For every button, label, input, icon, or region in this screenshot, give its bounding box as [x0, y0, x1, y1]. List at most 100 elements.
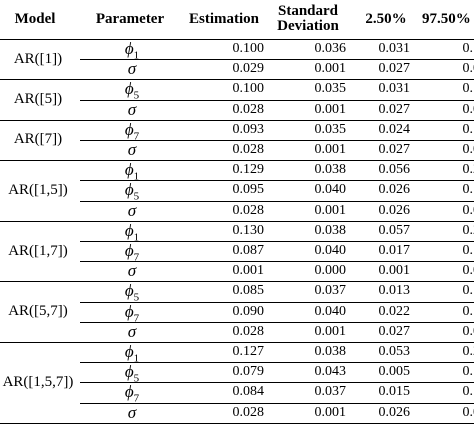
- model-name: AR([7]): [13, 131, 63, 148]
- upper-quantile-value: 0.170: [462, 81, 474, 97]
- sd-value: 0.001: [314, 101, 347, 117]
- sd-value: 0.037: [314, 384, 347, 400]
- sd-value: 0.040: [314, 182, 347, 198]
- table-row: σ 0.028 0.001 0.026 0.029: [0, 403, 474, 423]
- parameter-lag: 1: [133, 352, 140, 365]
- table-row: σ 0.028 0.001 0.027 0.030: [0, 100, 474, 120]
- lower-quantile-value: 0.027: [378, 61, 411, 77]
- parameter-letter: ϕ: [124, 342, 134, 361]
- lower-quantile-value: 0.013: [378, 283, 411, 299]
- parameter-lag: 5: [133, 291, 140, 304]
- header-upper-quantile: 97.50%: [422, 10, 471, 27]
- upper-quantile-value: 0.203: [462, 162, 474, 178]
- lower-quantile-value: 0.027: [378, 101, 411, 117]
- upper-quantile-value: 0.029: [462, 404, 474, 420]
- parameter-lag: 5: [133, 89, 140, 102]
- row-divider: [80, 99, 474, 101]
- parameter-symbol: ϕ1: [82, 220, 182, 244]
- lower-quantile-value: 0.015: [378, 384, 411, 400]
- parameter-letter: ϕ: [124, 301, 134, 321]
- sd-value: 0.040: [314, 303, 347, 319]
- parameter-lag: 1: [133, 231, 140, 244]
- group-divider: [0, 79, 474, 81]
- upper-quantile-value: 0.172: [462, 41, 474, 56]
- sd-value: 0.001: [314, 61, 347, 77]
- sd-value: 0.038: [314, 222, 347, 238]
- parameter-letter: σ: [127, 200, 137, 220]
- table-row: σ 0.001 0.000 0.001 0.001: [0, 261, 474, 281]
- table-row: σ 0.028 0.001 0.027 0.030: [0, 140, 474, 160]
- estimation-value: 0.100: [232, 81, 265, 97]
- parameter-letter: ϕ: [124, 180, 134, 200]
- parameter-letter: ϕ: [124, 220, 134, 240]
- estimation-value: 0.085: [232, 283, 265, 299]
- group-divider: [0, 119, 474, 121]
- lower-quantile-value: 0.027: [378, 323, 411, 339]
- parameter-letter: σ: [127, 261, 137, 281]
- estimation-value: 0.001: [232, 263, 265, 279]
- lower-quantile-value: 0.022: [378, 303, 411, 319]
- parameter-letter: σ: [127, 139, 137, 159]
- row-divider: [80, 321, 474, 323]
- header-parameter: Parameter: [95, 10, 165, 27]
- row-divider: [80, 362, 474, 364]
- upper-quantile-value: 0.001: [462, 263, 474, 279]
- sd-value: 0.001: [314, 141, 347, 157]
- parameter-symbol: ϕ1: [82, 160, 182, 182]
- parameter-symbol: σ: [82, 261, 182, 281]
- table-row: ϕ1 0.100 0.036 0.031 0.172: [0, 39, 474, 61]
- parameter-letter: ϕ: [124, 382, 134, 402]
- model-name: AR([5,7]): [8, 303, 68, 320]
- row-divider: [80, 240, 474, 242]
- estimation-value: 0.087: [232, 242, 265, 258]
- group-divider: [0, 422, 474, 424]
- table-row: ϕ5 0.079 0.043 0.005 0.156: [0, 362, 474, 384]
- table-row: ϕ7 0.093 0.035 0.024 0.163: [0, 120, 474, 142]
- parameter-symbol: ϕ5: [82, 79, 182, 102]
- parameter-letter: σ: [127, 59, 137, 79]
- sd-value: 0.038: [314, 344, 347, 359]
- upper-quantile-value: 0.030: [462, 101, 474, 117]
- lower-quantile-value: 0.001: [378, 263, 411, 279]
- model-group: AR([1,7])ϕ10.1300.0380.0570.205ϕ70.0870.…: [0, 221, 474, 282]
- estimation-value: 0.084: [232, 384, 265, 400]
- estimation-value: 0.100: [232, 41, 265, 56]
- parameter-letter: σ: [127, 321, 137, 341]
- lower-quantile-value: 0.053: [378, 344, 411, 359]
- row-divider: [80, 180, 474, 182]
- table-row: ϕ7 0.087 0.040 0.017 0.156: [0, 241, 474, 263]
- upper-quantile-value: 0.201: [462, 344, 474, 359]
- row-divider: [80, 261, 474, 263]
- parameter-letter: σ: [127, 402, 137, 422]
- group-divider: [0, 220, 474, 222]
- table-row: ϕ5 0.095 0.040 0.026 0.165: [0, 180, 474, 202]
- lower-quantile-value: 0.056: [378, 162, 411, 178]
- parameter-symbol: ϕ1: [82, 39, 182, 61]
- sd-value: 0.035: [314, 121, 347, 137]
- model-group: AR([7]) ϕ7 0.093 0.035 0.024 0.163 σ 0.028 0.001…: [0, 120, 474, 160]
- parameter-symbol: ϕ1: [82, 342, 182, 365]
- parameter-symbol: ϕ5: [82, 362, 182, 384]
- parameter-letter: ϕ: [124, 160, 134, 180]
- estimation-value: 0.028: [232, 404, 265, 420]
- parameter-letter: σ: [127, 99, 137, 119]
- estimation-value: 0.028: [232, 323, 265, 339]
- parameter-symbol: σ: [82, 140, 182, 160]
- estimation-value: 0.028: [232, 202, 265, 218]
- upper-quantile-value: 0.162: [462, 303, 474, 319]
- lower-quantile-value: 0.031: [378, 81, 411, 97]
- estimation-value: 0.095: [232, 182, 265, 198]
- row-divider: [80, 59, 474, 61]
- table-row: σ 0.028 0.001 0.027 0.030: [0, 322, 474, 342]
- sd-value: 0.040: [314, 242, 347, 258]
- estimation-value: 0.129: [232, 162, 265, 178]
- parameter-symbol: σ: [82, 201, 182, 221]
- parameter-letter: ϕ: [124, 79, 134, 99]
- sd-value: 0.038: [314, 162, 347, 178]
- table-row: σ 0.028 0.001 0.026 0.029: [0, 201, 474, 221]
- model-group: AR([5,7])ϕ50.0850.0370.0130.158ϕ70.0900.…: [0, 281, 474, 342]
- estimation-value: 0.029: [232, 61, 265, 77]
- sd-value: 0.035: [314, 81, 347, 97]
- model-name: AR([1,5,7]): [2, 373, 74, 390]
